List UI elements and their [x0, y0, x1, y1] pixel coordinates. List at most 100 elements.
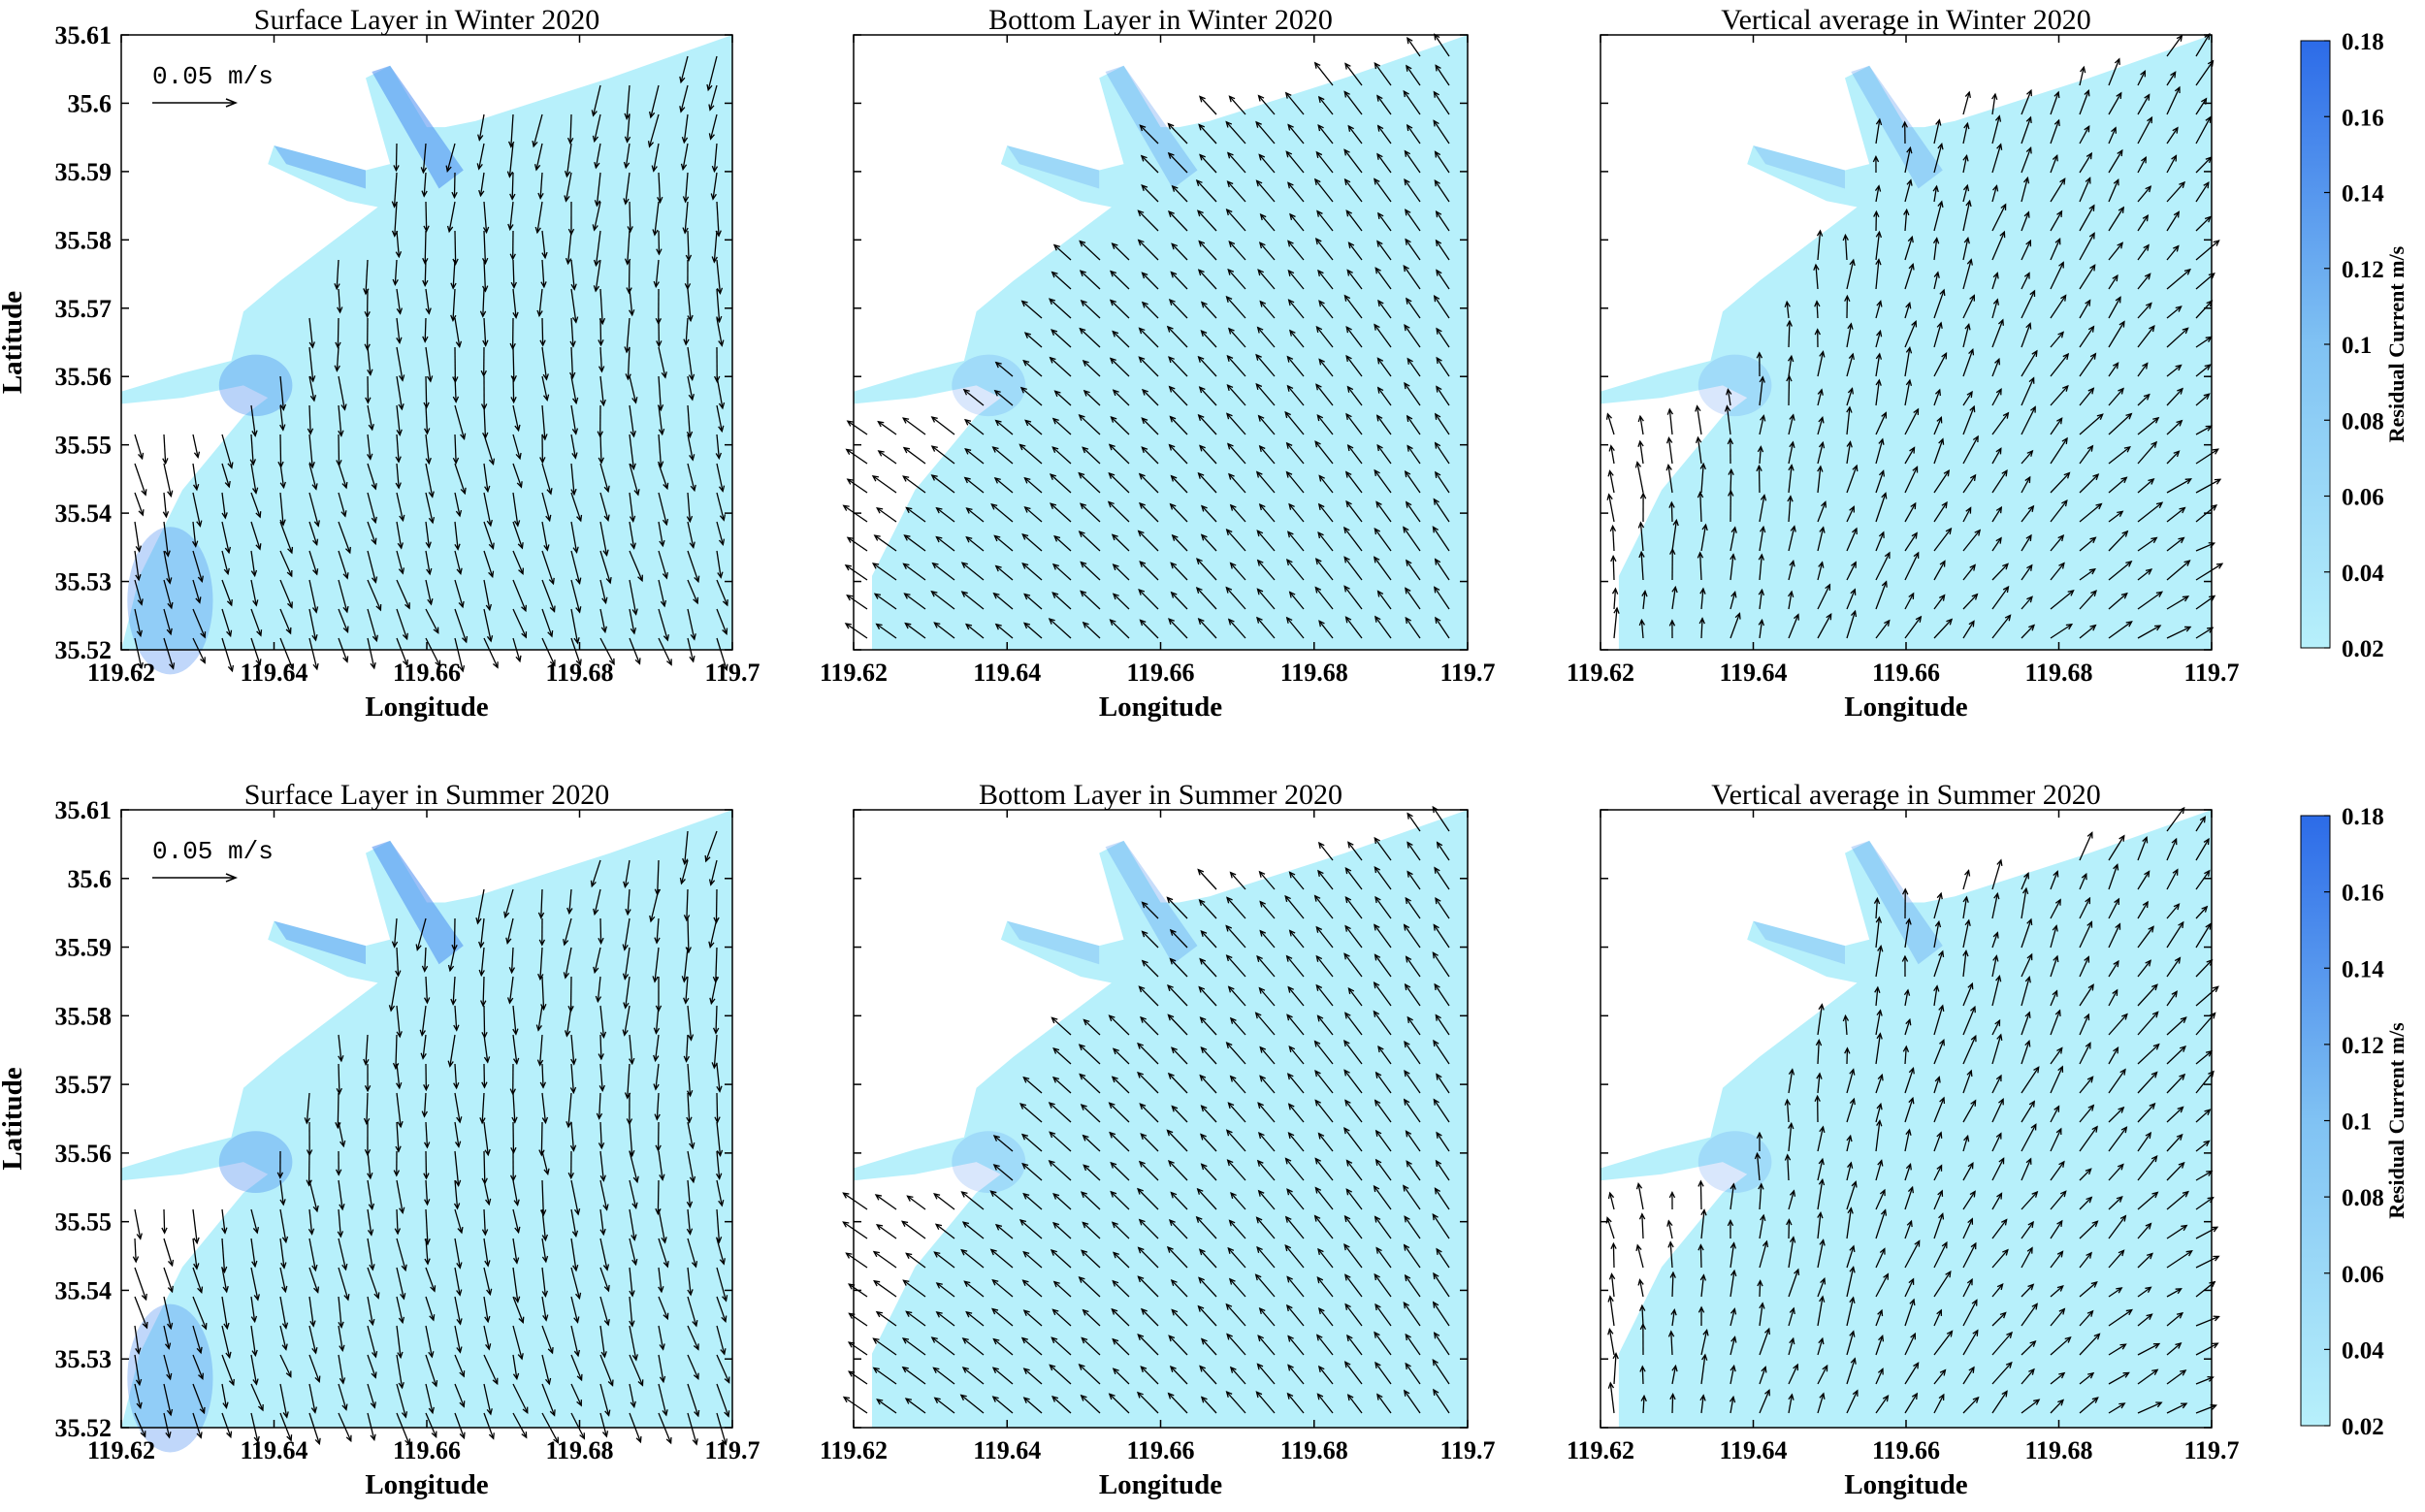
current-vector-head — [1405, 209, 1411, 216]
current-vector-head — [1228, 1277, 1236, 1285]
current-vector — [163, 1354, 172, 1380]
current-vector-head — [1111, 1076, 1118, 1083]
current-vector — [2079, 1043, 2091, 1065]
current-vector-head — [1022, 1397, 1030, 1404]
current-vector-head — [1908, 1277, 1915, 1285]
current-vector-head — [341, 1263, 348, 1271]
current-vector-head — [1259, 1046, 1267, 1053]
current-vector-head — [518, 567, 524, 575]
current-vector-head — [1786, 319, 1793, 327]
arrow-field — [1605, 806, 2220, 1414]
current-vector-head — [571, 1230, 579, 1239]
current-vector-head — [1789, 559, 1795, 567]
current-vector-head — [2029, 289, 2036, 297]
current-vector-head — [424, 1258, 431, 1266]
current-vector — [1168, 1335, 1188, 1356]
current-vector-head — [396, 307, 404, 315]
current-vector-head — [2086, 831, 2093, 839]
current-vector-head — [2120, 1126, 2128, 1134]
x-tick-label: 119.68 — [545, 659, 613, 687]
current-vector-head — [2087, 983, 2094, 991]
current-vector-head — [960, 591, 968, 597]
current-vector — [2079, 353, 2096, 377]
current-vector — [599, 608, 606, 632]
current-vector — [1904, 918, 1910, 949]
current-vector-head — [2143, 243, 2150, 251]
current-vector-head — [2026, 1246, 2033, 1254]
current-vector — [2050, 210, 2063, 232]
current-vector — [1051, 1396, 1072, 1414]
current-vector — [2166, 537, 2184, 552]
current-vector — [2050, 1251, 2063, 1269]
current-vector-head — [1697, 491, 1704, 499]
current-vector-head — [1196, 209, 1204, 217]
current-vector — [1433, 1302, 1450, 1327]
current-vector-head — [2085, 177, 2091, 184]
current-vector — [1817, 1004, 1823, 1036]
current-vector-head — [2064, 1335, 2072, 1343]
current-vector-head — [2146, 1313, 2153, 1320]
current-vector — [1083, 1019, 1101, 1036]
current-vector — [1436, 1074, 1450, 1094]
current-vector-head — [1404, 177, 1410, 186]
current-vector — [599, 579, 607, 603]
current-vector — [1230, 1017, 1246, 1036]
current-vector-head — [1108, 471, 1116, 479]
current-vector — [1406, 358, 1421, 377]
current-vector — [2108, 510, 2123, 523]
current-vector-head — [1434, 866, 1440, 874]
current-vector — [1374, 616, 1392, 639]
current-vector-head — [608, 658, 615, 666]
current-vector-head — [1876, 1119, 1883, 1127]
current-vector — [483, 201, 488, 233]
current-vector — [1759, 1390, 1770, 1414]
current-vector-head — [1815, 1039, 1823, 1046]
current-vector — [308, 1208, 313, 1235]
current-vector — [845, 623, 868, 639]
current-vector — [1904, 552, 1920, 581]
current-vector — [1138, 209, 1159, 232]
current-vector-head — [960, 1191, 968, 1198]
current-vector — [570, 492, 582, 522]
current-vector-head — [1729, 1395, 1736, 1403]
current-vector — [1142, 930, 1159, 949]
current-vector — [250, 434, 254, 466]
current-vector-head — [1816, 1072, 1823, 1079]
current-vector-head — [658, 1286, 664, 1294]
current-vector-head — [1227, 327, 1235, 335]
current-vector — [1259, 241, 1276, 261]
current-vector — [902, 475, 926, 494]
current-vector — [993, 1164, 1014, 1181]
current-vector-head — [371, 1371, 377, 1379]
current-vector-head — [475, 917, 482, 925]
current-vector — [596, 172, 601, 207]
current-vector — [1904, 379, 1911, 406]
current-vector — [1374, 1303, 1392, 1327]
current-vector — [367, 521, 376, 544]
current-vector-head — [1110, 1161, 1117, 1169]
current-vector — [1817, 1073, 1821, 1094]
current-vector — [1404, 1244, 1421, 1269]
current-vector — [935, 1223, 955, 1239]
current-vector-head — [2084, 955, 2090, 963]
current-vector-head — [2084, 125, 2090, 133]
current-vector-head — [1610, 1241, 1617, 1250]
current-vector — [1344, 867, 1363, 890]
current-vector — [425, 201, 428, 232]
current-vector — [1991, 615, 2012, 639]
current-vector — [2137, 185, 2151, 203]
current-vector-head — [2144, 273, 2151, 280]
current-vector-head — [564, 195, 570, 203]
current-vector-head — [2056, 209, 2063, 217]
current-vector — [1844, 1015, 1848, 1036]
current-vector-head — [1344, 1099, 1351, 1107]
current-vector-head — [2120, 476, 2128, 484]
current-vector — [1436, 357, 1450, 377]
current-vector-head — [1140, 1015, 1147, 1023]
arrow-field — [842, 33, 1450, 639]
current-vector — [1904, 989, 1909, 1007]
current-vector-head — [2176, 1133, 2183, 1141]
current-vector-head — [715, 1173, 723, 1180]
current-vector-head — [2176, 419, 2183, 427]
current-vector-head — [722, 627, 728, 635]
